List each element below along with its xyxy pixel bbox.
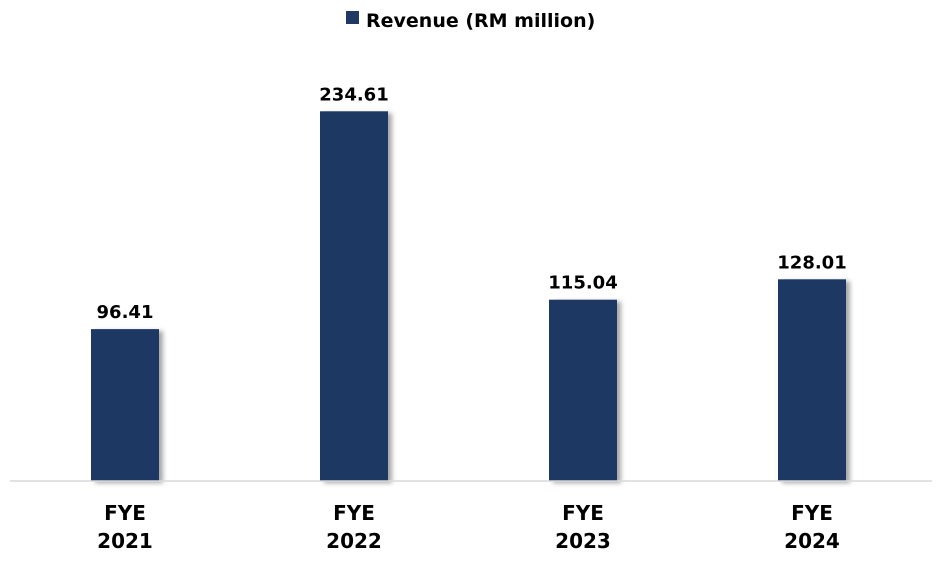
- bar-fye-2021: [91, 329, 159, 481]
- x-tick-label: FYE: [562, 501, 604, 525]
- legend: Revenue (RM million): [346, 10, 595, 32]
- x-tick-label: 2022: [326, 529, 382, 553]
- data-label: 234.61: [319, 84, 388, 105]
- legend-label: Revenue (RM million): [366, 10, 595, 32]
- x-tick-labels-group: FYE 2021 FYE 2022 FYE 2023 FYE 2024: [97, 501, 840, 553]
- bar-fye-2022: [320, 111, 388, 482]
- bars-group: [91, 111, 846, 482]
- bar-fye-2024: [778, 279, 846, 481]
- legend-swatch: [346, 11, 359, 24]
- data-label: 128.01: [777, 252, 846, 273]
- bar-fye-2023: [549, 299, 617, 481]
- x-tick-label: FYE: [791, 501, 833, 525]
- data-labels-group: 96.41 234.61 115.04 128.01: [97, 84, 847, 323]
- x-tick-label: 2024: [784, 529, 840, 553]
- data-label: 96.41: [97, 302, 154, 323]
- x-tick-label: 2023: [555, 529, 611, 553]
- x-tick-label: FYE: [104, 501, 146, 525]
- data-label: 115.04: [548, 273, 617, 294]
- x-tick-label: FYE: [333, 501, 375, 525]
- x-tick-label: 2021: [97, 529, 153, 553]
